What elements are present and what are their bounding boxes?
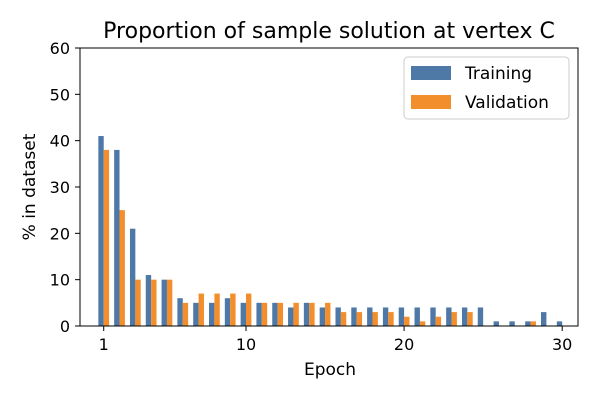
bar-training-21 xyxy=(414,307,420,326)
bar-training-25 xyxy=(477,307,484,326)
bar-training-15 xyxy=(319,307,326,326)
bar-training-17 xyxy=(351,307,357,326)
legend: Training Validation xyxy=(403,56,570,120)
y-tick-label-30: 30 xyxy=(50,178,70,197)
bar-training-24 xyxy=(461,307,468,326)
bar-validation-14 xyxy=(309,302,315,326)
bar-training-1 xyxy=(98,136,104,326)
bar-training-9 xyxy=(224,298,231,326)
x-tick-label-1: 1 xyxy=(99,335,109,354)
legend-label-training: Training xyxy=(464,64,532,84)
bar-training-26 xyxy=(493,321,499,326)
bar-validation-7 xyxy=(198,293,204,326)
bar-validation-2 xyxy=(119,210,125,326)
y-tick-label-0: 0 xyxy=(60,317,70,336)
bar-training-30 xyxy=(556,321,563,326)
bar-training-22 xyxy=(430,307,436,326)
axes: 0 10 20 30 40 50 60 1 10 20 30 xyxy=(50,39,579,354)
bar-validation-1 xyxy=(103,149,110,326)
bar-validation-22 xyxy=(435,316,442,326)
bar-training-10 xyxy=(240,302,246,326)
y-tick-label-50: 50 xyxy=(50,85,70,104)
bar-training-27 xyxy=(509,321,515,326)
bar-training-23 xyxy=(446,307,452,326)
bar-validation-18 xyxy=(372,312,378,326)
chart-title: Proportion of sample solution at vertex … xyxy=(103,19,555,44)
y-tick-label-40: 40 xyxy=(50,132,70,151)
bar-validation-28 xyxy=(530,321,536,326)
bar-validation-24 xyxy=(467,312,473,326)
legend-label-validation: Validation xyxy=(465,93,549,113)
bar-training-11 xyxy=(256,302,262,326)
bar-training-7 xyxy=(193,302,199,326)
bar-validation-5 xyxy=(166,279,173,326)
bar-training-18 xyxy=(367,307,373,326)
bar-training-13 xyxy=(288,307,294,326)
bar-training-4 xyxy=(145,275,152,326)
bar-validation-23 xyxy=(451,312,457,326)
bar-validation-21 xyxy=(419,321,426,326)
bar-validation-3 xyxy=(135,279,141,326)
x-tick-label-20: 20 xyxy=(394,335,414,354)
bar-validation-17 xyxy=(356,312,363,326)
bar-training-28 xyxy=(525,321,531,326)
bar-validation-9 xyxy=(230,293,236,326)
bar-training-2 xyxy=(114,149,120,326)
bar-validation-12 xyxy=(277,302,283,326)
bar-training-16 xyxy=(335,307,341,326)
bar-validation-6 xyxy=(182,302,189,326)
bar-validation-19 xyxy=(388,312,394,326)
bar-validation-11 xyxy=(261,302,268,326)
bar-training-20 xyxy=(398,307,405,326)
bar-validation-4 xyxy=(151,279,157,326)
bar-training-8 xyxy=(209,302,215,326)
bar-validation-20 xyxy=(404,316,410,326)
bar-training-3 xyxy=(129,228,136,326)
bar-validation-13 xyxy=(293,302,299,326)
y-axis-label: % in dataset xyxy=(20,133,40,240)
bar-validation-10 xyxy=(246,293,252,326)
x-axis-label: Epoch xyxy=(304,360,356,380)
bar-training-14 xyxy=(303,302,310,326)
x-tick-label-10: 10 xyxy=(236,335,256,354)
bar-validation-15 xyxy=(325,302,331,326)
bar-validation-8 xyxy=(214,293,220,326)
y-tick-label-10: 10 xyxy=(50,271,70,290)
bar-training-29 xyxy=(541,312,547,326)
x-tick-label-30: 30 xyxy=(552,335,572,354)
bars xyxy=(98,136,563,326)
bar-training-12 xyxy=(272,302,278,326)
bar-training-6 xyxy=(177,298,183,326)
bar-validation-16 xyxy=(340,312,347,326)
y-tick-label-20: 20 xyxy=(50,224,70,243)
legend-swatch-validation xyxy=(411,95,451,109)
bar-training-5 xyxy=(161,279,167,326)
bar-training-19 xyxy=(382,307,389,326)
legend-swatch-training xyxy=(411,66,451,80)
y-tick-label-60: 60 xyxy=(50,39,70,58)
